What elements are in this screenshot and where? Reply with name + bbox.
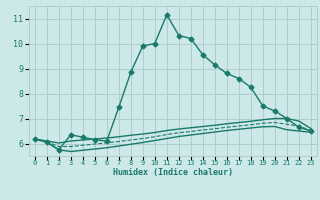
X-axis label: Humidex (Indice chaleur): Humidex (Indice chaleur) <box>113 168 233 177</box>
